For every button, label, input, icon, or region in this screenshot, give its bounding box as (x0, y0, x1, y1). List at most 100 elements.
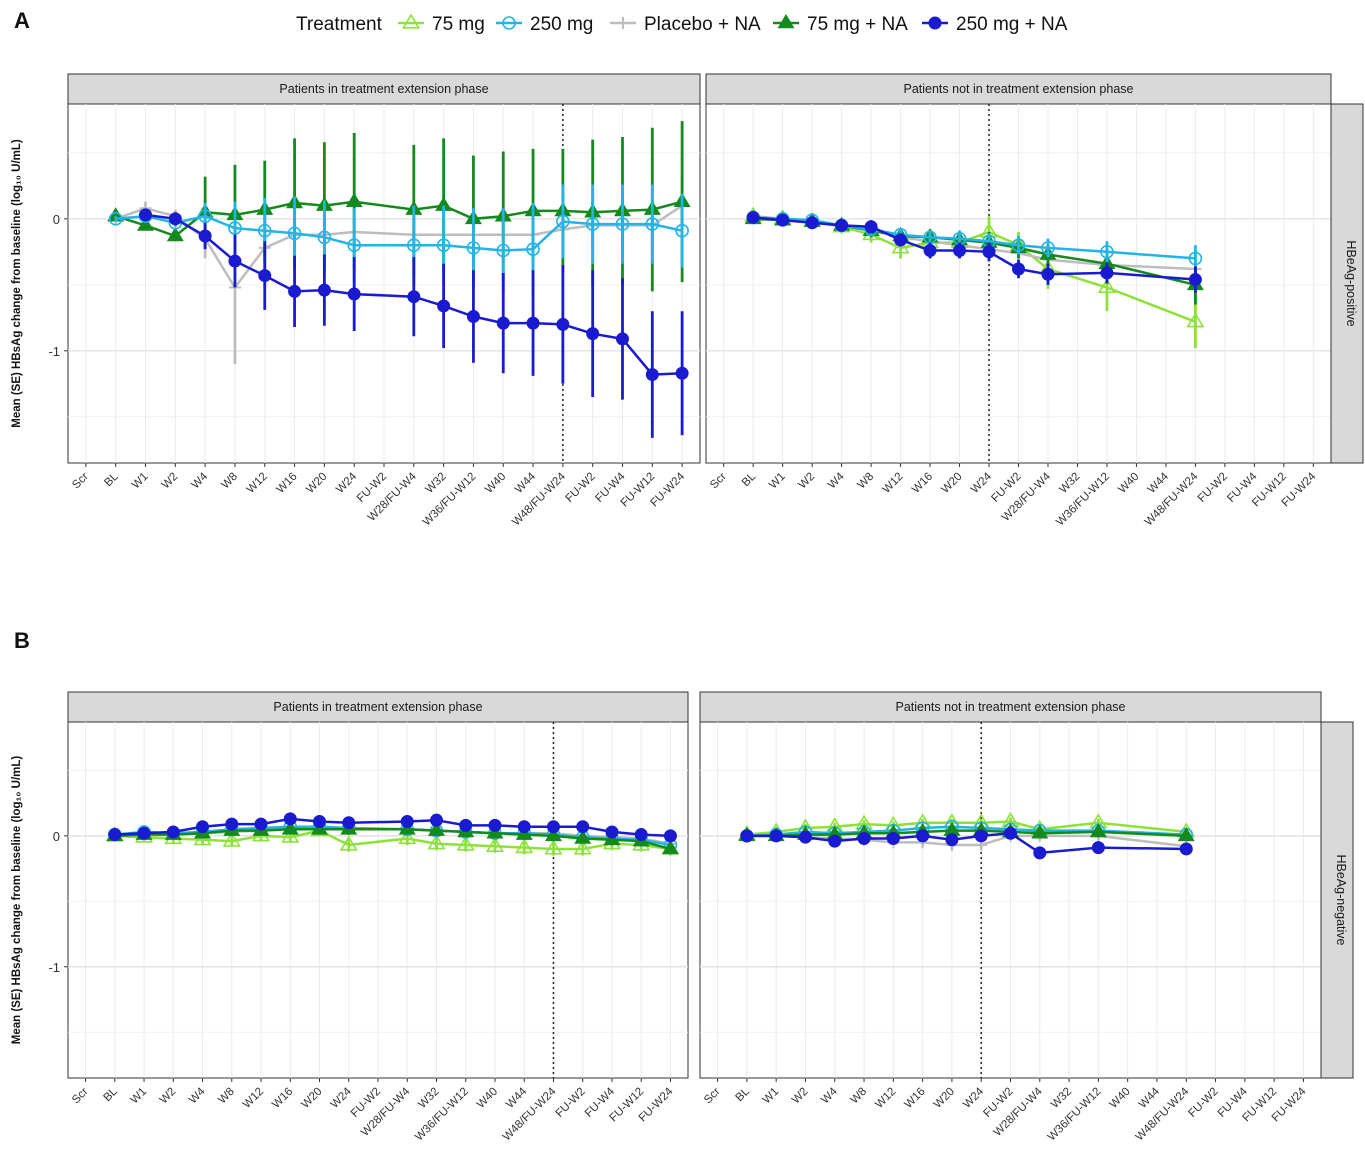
data-point (675, 223, 689, 238)
x-tick-label: W32 (1057, 471, 1082, 496)
data-point (894, 233, 908, 247)
x-tick-label: W16 (274, 471, 299, 496)
legend-marker (617, 17, 629, 29)
data-point (1011, 238, 1026, 253)
data-point (257, 223, 272, 238)
data-point (586, 327, 600, 341)
data-point (258, 269, 272, 283)
x-tick-label: W8 (216, 1086, 237, 1107)
data-point (1089, 822, 1107, 838)
data-point (615, 217, 630, 231)
data-point (953, 244, 967, 258)
x-tick-label: W2 (790, 1086, 811, 1107)
data-point (1041, 241, 1055, 255)
data-point (515, 838, 534, 854)
data-point (347, 238, 361, 253)
data-point (974, 829, 988, 843)
x-tick-label: W24 (961, 1085, 987, 1111)
x-tick-label: W4 (819, 1085, 840, 1106)
x-tick-label: W8 (856, 471, 877, 492)
data-point (776, 213, 790, 227)
x-tick-label: FU-W2 (564, 471, 598, 505)
facet-title: Patients in treatment extension phase (279, 82, 488, 96)
facet-strip (67, 691, 689, 723)
x-tick-label: W12 (880, 471, 905, 496)
data-point (407, 290, 421, 304)
x-tick-label: BL (740, 470, 759, 489)
x-tick-label: W48/FU-W24 (510, 470, 568, 528)
x-tick-label: FU-W2 (1196, 471, 1230, 505)
x-tick-label: W20 (304, 471, 329, 496)
data-point (556, 317, 570, 331)
panel-A: A Mean (SE) HBsAg change from baseline (l… (11, 8, 1364, 528)
row-strip-label: HBeAg-positive (1344, 240, 1358, 326)
x-tick-label: W12 (245, 471, 270, 496)
x-tick-label: W20 (932, 1086, 957, 1111)
series-line (114, 829, 671, 851)
data-point (769, 829, 783, 843)
data-point (663, 829, 677, 843)
data-point (526, 316, 540, 330)
data-point (576, 820, 590, 834)
series-250-mg-na (746, 211, 1202, 293)
data-point (225, 817, 239, 831)
data-point (345, 192, 363, 207)
data-point (585, 217, 600, 231)
data-point (398, 828, 417, 845)
data-point (313, 814, 327, 828)
data-point (544, 839, 563, 855)
legend-item-2: 250 mg (496, 14, 593, 35)
data-point (436, 238, 451, 253)
x-tick-label: W32 (416, 1086, 441, 1111)
data-point (517, 820, 531, 834)
data-point (1033, 846, 1047, 860)
row-strip (1320, 721, 1354, 1079)
x-tick-label: W1 (761, 1086, 782, 1107)
x-tick-label: W2 (158, 1086, 179, 1107)
x-tick-label: W16 (270, 1086, 295, 1111)
facet-2: Patients not in treatment extension phas… (705, 73, 1332, 528)
data-point (916, 829, 930, 843)
y-ticks: 0 -1 (48, 212, 68, 359)
facet-title: Patients in treatment extension phase (273, 700, 482, 714)
data-point (661, 839, 679, 855)
legend-item-1: 75 mg (398, 13, 485, 35)
x-tick-label: FU-W2 (554, 1086, 588, 1120)
x-tick-label: W2 (160, 471, 181, 492)
x-tick-label: W40 (1108, 1086, 1133, 1111)
data-point (645, 217, 660, 231)
x-tick-label: W44 (1137, 1085, 1163, 1111)
data-point (1100, 245, 1114, 259)
x-tick-label: W1 (767, 471, 788, 492)
data-point (857, 831, 871, 845)
data-point (198, 229, 212, 243)
data-point (400, 814, 414, 828)
series-250-mg-na (108, 812, 677, 843)
facet-title: Patients not in treatment extension phas… (903, 82, 1133, 96)
data-point (496, 316, 510, 330)
data-point (1012, 262, 1025, 276)
data-point (428, 821, 445, 836)
data-point (1031, 824, 1049, 839)
x-tick-label: W16 (903, 1086, 928, 1111)
data-point (466, 309, 480, 323)
legend-label: 250 mg (530, 14, 593, 35)
y-tick-label: 0 (53, 212, 60, 227)
panel-letter: B (14, 628, 30, 653)
data-point (488, 818, 502, 832)
x-tick-label: W44 (1146, 470, 1172, 496)
data-point (228, 221, 242, 235)
x-tick-label: W1 (128, 1086, 149, 1107)
data-point (574, 829, 592, 844)
data-point (317, 230, 332, 245)
data-point (746, 211, 760, 225)
x-tick-label: Scr (70, 471, 91, 492)
y-axis-label: Mean (SE) HBsAg change from baseline (lo… (11, 139, 23, 428)
data-point (347, 287, 361, 301)
data-point (1100, 266, 1114, 280)
data-point (945, 833, 959, 847)
data-point (546, 820, 560, 834)
facet-strip (705, 73, 1332, 105)
data-point (222, 831, 241, 847)
